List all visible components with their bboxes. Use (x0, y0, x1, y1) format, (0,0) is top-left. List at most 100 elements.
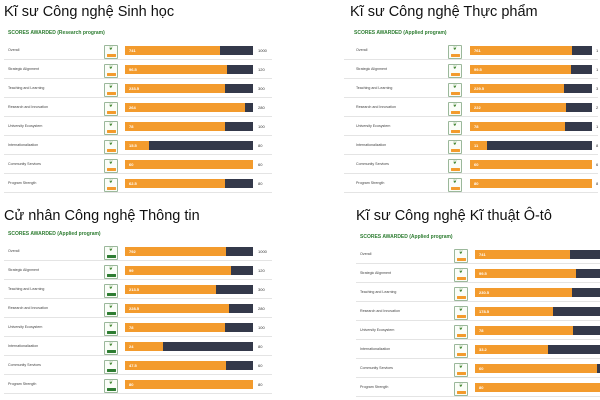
score-bar: 99.5 (470, 65, 592, 74)
score-row: Internationalization ❦ 33.2 (356, 341, 600, 359)
score-value: 15.5 (129, 143, 137, 148)
score-value: 60 (479, 366, 484, 371)
score-bar-fill (125, 285, 216, 294)
criterion-label: Community Services (8, 363, 41, 367)
max-score: 3 (596, 86, 599, 91)
score-bar: 33.2 (475, 345, 600, 354)
max-score: 300 (258, 86, 265, 91)
score-row: Community Services ❦ 60 6 (344, 156, 598, 174)
score-bar: 62.5 (125, 179, 253, 188)
criterion-label: Research and Innovation (360, 309, 400, 313)
criterion-label: Internationalization (8, 344, 39, 348)
score-row: Overall ❦ 741 (356, 246, 600, 264)
score-row: Program Strength ❦ 62.5 80 (4, 175, 272, 193)
score-bar: 15.5 (125, 141, 253, 150)
laurel-badge-icon: ❦ (448, 45, 462, 59)
score-value: 229.5 (474, 86, 485, 91)
score-row: University Ecosystem ❦ 78 100 (4, 319, 272, 337)
panel-title: Kĩ sư Công nghệ Sinh học (4, 4, 175, 20)
criterion-label: Teaching and Learning (8, 86, 45, 90)
max-score: 80 (258, 382, 263, 387)
score-row: Overall ❦ 761 1 (344, 42, 598, 60)
criterion-label: Internationalization (360, 347, 391, 351)
criterion-label: Research and Innovation (8, 306, 48, 310)
score-bar-fill (470, 160, 592, 169)
score-row: University Ecosystem ❦ 78 (356, 322, 600, 340)
score-row: Teaching and Learning ❦ 213.5 300 (4, 281, 272, 299)
criterion-label: Strategic Alignment (8, 268, 39, 272)
score-bar-fill (125, 304, 230, 313)
max-score: 100 (258, 124, 265, 129)
score-bar-fill (470, 84, 564, 93)
laurel-badge-icon: ❦ (104, 341, 118, 355)
criterion-label: Internationalization (356, 143, 387, 147)
score-value: 99.5 (474, 67, 482, 72)
score-row: Overall ❦ 741 1000 (4, 42, 272, 60)
laurel-badge-icon: ❦ (104, 140, 118, 154)
score-panel-p3: Cử nhân Công nghệ Thông tin SCORES AWARDE… (4, 208, 272, 398)
max-score: 300 (258, 287, 265, 292)
max-score: 2 (596, 105, 599, 110)
laurel-badge-icon: ❦ (454, 268, 468, 282)
criterion-label: Overall (8, 249, 20, 253)
score-row: Overall ❦ 792 1000 (4, 243, 272, 261)
score-bar-fill (125, 103, 246, 112)
program-label: SCORES AWARDED (Applied program) (8, 231, 101, 237)
score-value: 741 (479, 252, 486, 257)
score-row: Teaching and Learning ❦ 233.5 300 (4, 80, 272, 98)
score-bar-fill (475, 345, 549, 354)
laurel-badge-icon: ❦ (454, 344, 468, 358)
criterion-label: Program Strength (8, 181, 37, 185)
criterion-label: Teaching and Learning (356, 86, 393, 90)
laurel-badge-icon: ❦ (104, 102, 118, 116)
score-row: Research and Innovation ❦ 228.5 280 (4, 300, 272, 318)
score-bar: 99.5 (475, 269, 600, 278)
laurel-badge-icon: ❦ (104, 303, 118, 317)
score-bar-fill (125, 141, 150, 150)
max-score: 1 (596, 67, 599, 72)
score-bar-fill (125, 160, 253, 169)
score-bar: 230.5 (475, 288, 600, 297)
score-value: 761 (474, 48, 481, 53)
score-bar-fill (475, 326, 574, 335)
score-value: 264 (129, 105, 136, 110)
max-score: 120 (258, 67, 265, 72)
score-bar: 47.5 (125, 361, 253, 370)
max-score: 8 (596, 143, 599, 148)
criterion-label: Research and Innovation (356, 105, 396, 109)
score-bar-fill (125, 342, 164, 351)
score-bar-fill (475, 307, 554, 316)
score-value: 60 (474, 162, 479, 167)
program-label: SCORES AWARDED (Applied program) (354, 30, 447, 36)
panel-title: Cử nhân Công nghệ Thông tin (4, 208, 200, 224)
laurel-badge-icon: ❦ (454, 325, 468, 339)
score-value: 62.5 (129, 181, 137, 186)
score-value: 80 (129, 382, 134, 387)
max-score: 1000 (258, 48, 267, 53)
score-row: Strategic Alignment ❦ 96.5 120 (4, 61, 272, 79)
panel-title: Kĩ sư Công nghệ Kĩ thuật Ô-tô (356, 208, 552, 224)
score-row: Program Strength ❦ 80 (356, 379, 600, 397)
score-value: 228.5 (129, 306, 140, 311)
score-row: Internationalization ❦ 15.5 80 (4, 137, 272, 155)
max-score: 80 (258, 181, 263, 186)
score-bar-fill (125, 179, 225, 188)
score-row: Research and Innovation ❦ 222 2 (344, 99, 598, 117)
score-value: 222 (474, 105, 481, 110)
score-bar: 761 (470, 46, 592, 55)
program-label: SCORES AWARDED (Research program) (8, 30, 105, 36)
laurel-badge-icon: ❦ (448, 159, 462, 173)
score-bar: 80 (475, 383, 600, 392)
score-value: 230.5 (479, 290, 490, 295)
score-bar-fill (475, 269, 576, 278)
score-bar: 99 (125, 266, 253, 275)
laurel-badge-icon: ❦ (454, 382, 468, 396)
criterion-label: Overall (356, 48, 368, 52)
laurel-badge-icon: ❦ (104, 159, 118, 173)
program-label: SCORES AWARDED (Applied program) (360, 234, 453, 240)
laurel-badge-icon: ❦ (448, 102, 462, 116)
criterion-label: Community Services (8, 162, 41, 166)
criterion-label: Program Strength (8, 382, 37, 386)
score-bar: 792 (125, 247, 253, 256)
max-score: 60 (258, 363, 263, 368)
